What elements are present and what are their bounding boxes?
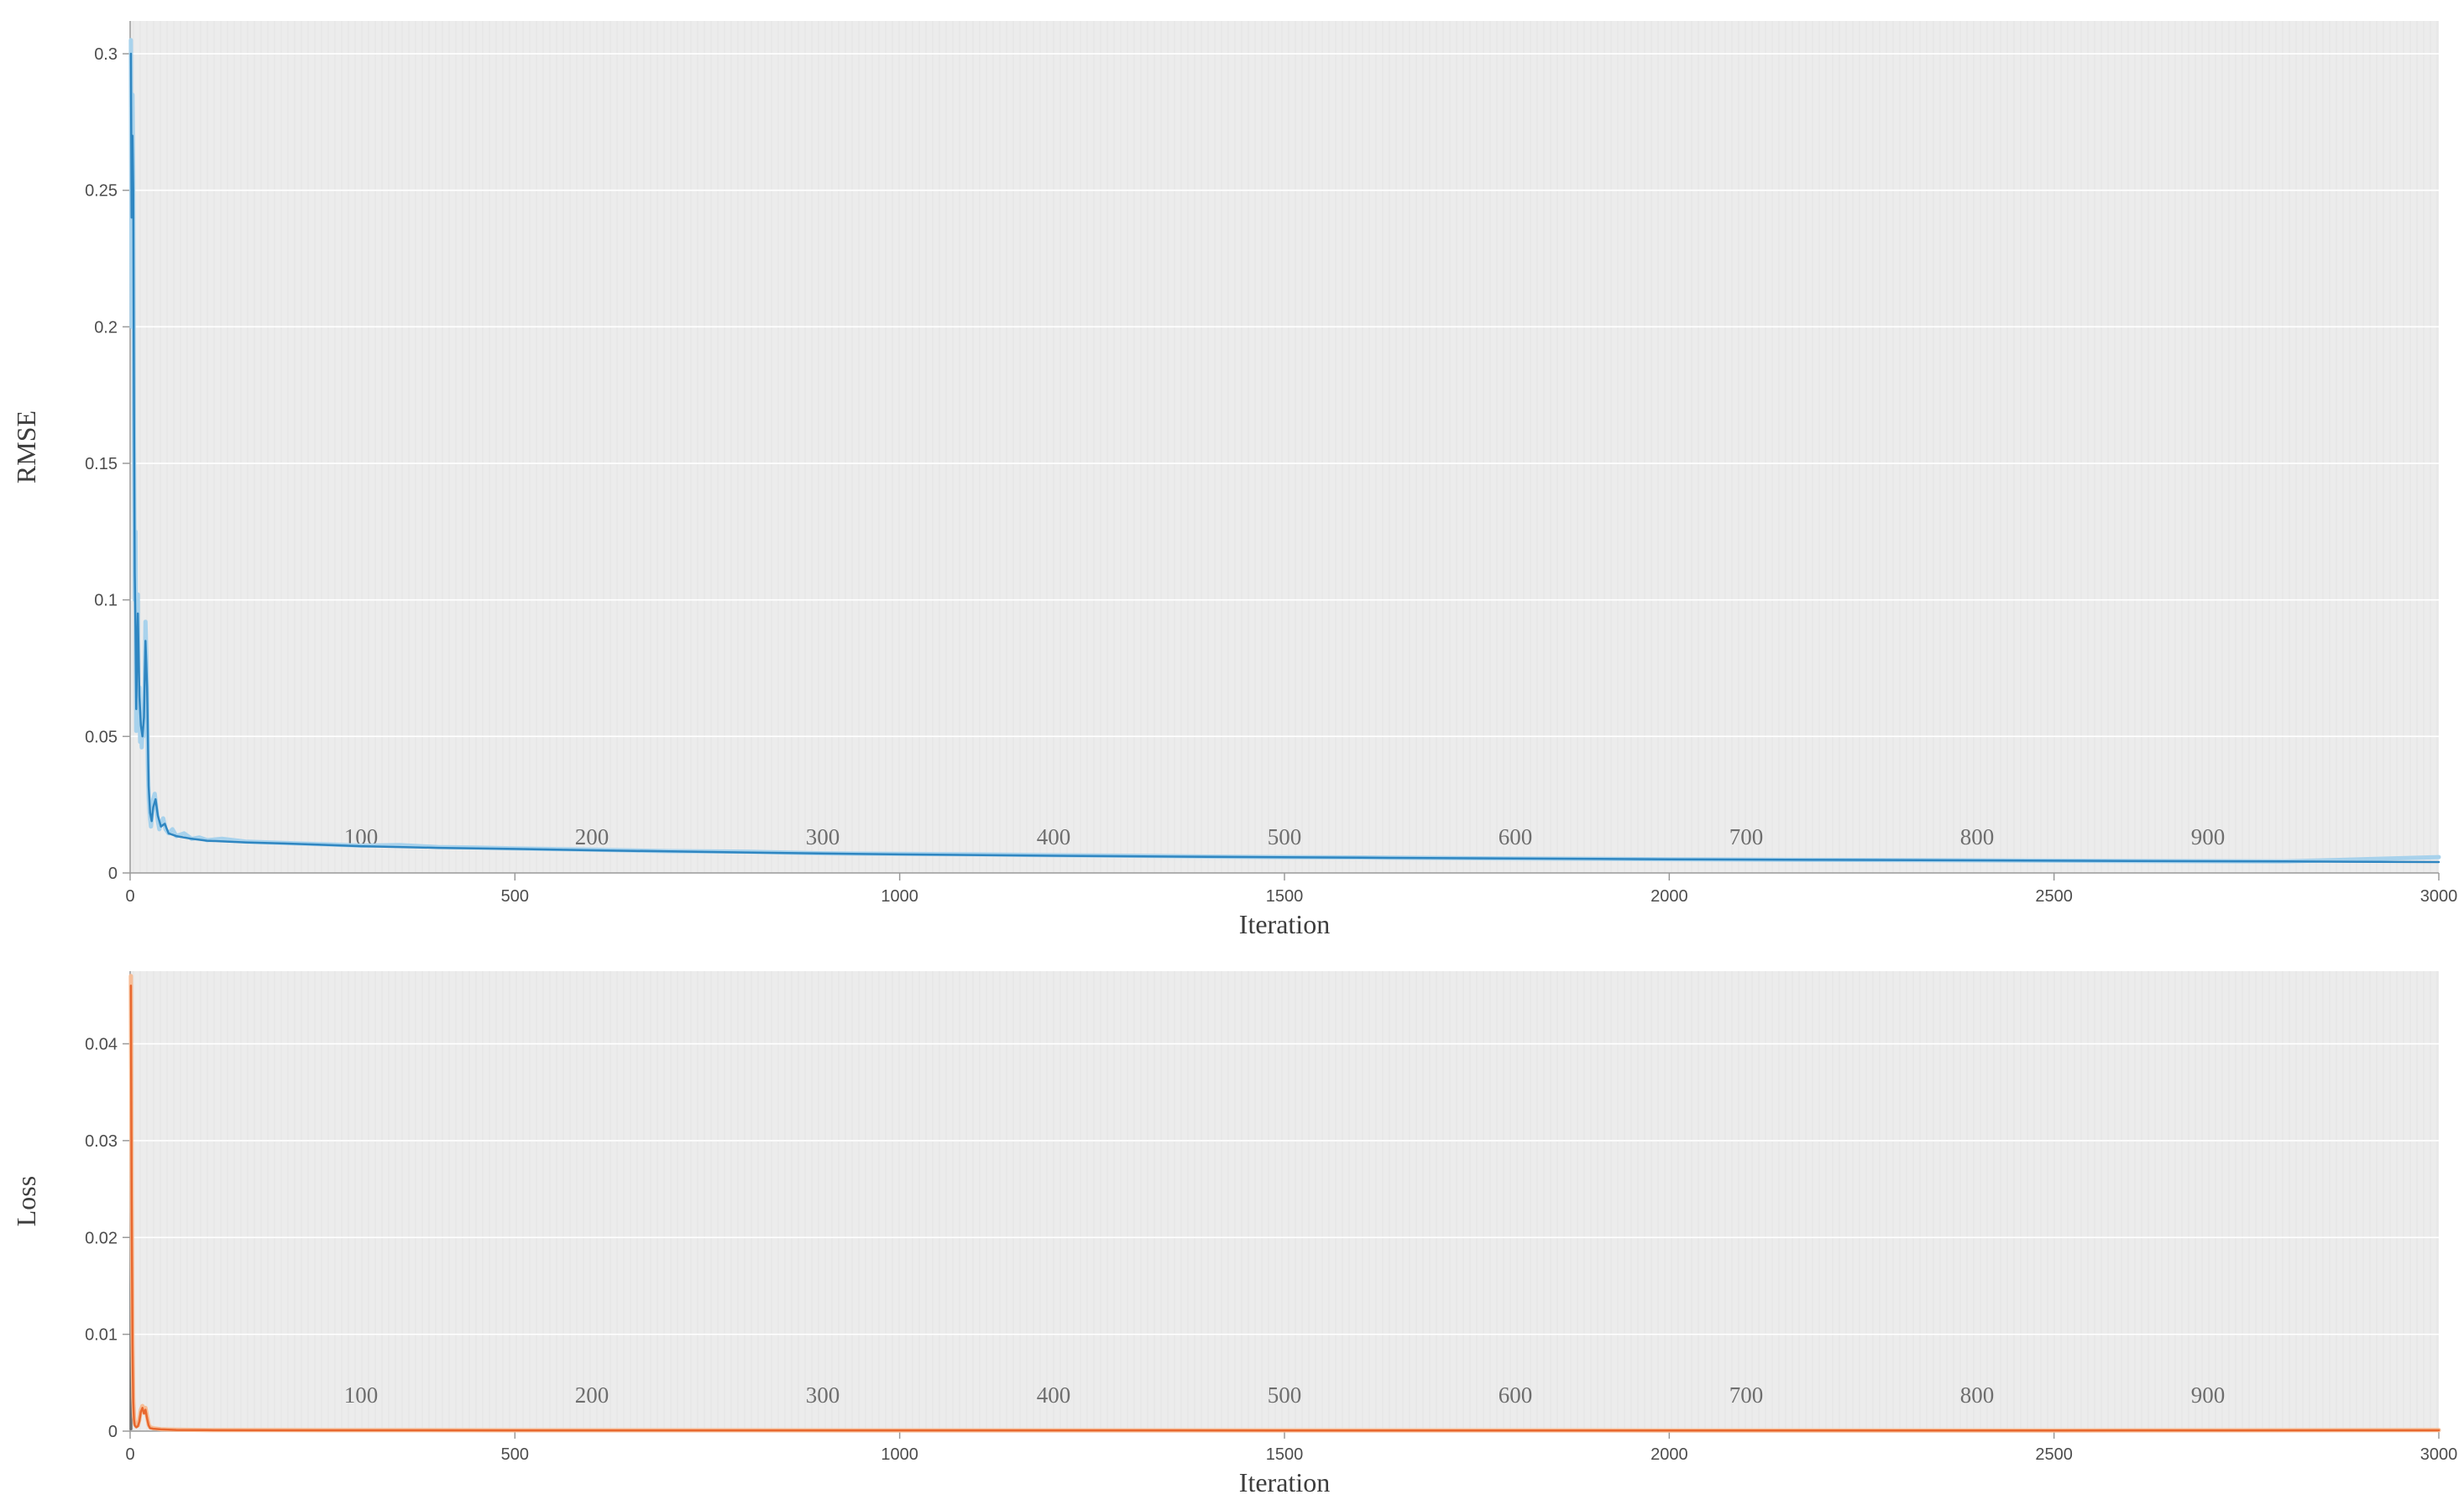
x-tick-label: 500 bbox=[501, 1445, 529, 1464]
x-tick-label: 3000 bbox=[2420, 1445, 2458, 1464]
y-tick-label: 0.2 bbox=[94, 318, 118, 337]
loss-smoothed-line bbox=[129, 985, 2440, 1432]
epoch-label: 600 bbox=[1499, 824, 1533, 849]
x-tick-label: 2500 bbox=[2035, 1445, 2073, 1464]
epoch-label: 200 bbox=[575, 824, 609, 849]
epoch-label: 400 bbox=[1037, 824, 1071, 849]
x-tick-label: 500 bbox=[501, 887, 529, 906]
epoch-label: 400 bbox=[1037, 1382, 1071, 1408]
y-tick-label: 0.02 bbox=[85, 1229, 118, 1247]
epoch-label: 900 bbox=[2191, 1382, 2226, 1408]
x-tick-label: 1500 bbox=[1266, 887, 1304, 906]
loss-chart: 0 0.01 0.02 0.03 0.04 0 500 1000 1500 2000 2500 300… bbox=[0, 961, 2464, 1505]
epoch-label: 600 bbox=[1499, 1382, 1533, 1408]
y-tick-label: 0 bbox=[108, 865, 118, 883]
x-tick-label: 1500 bbox=[1266, 1445, 1304, 1464]
x-tick-label: 3000 bbox=[2420, 887, 2458, 906]
x-tick-label: 1000 bbox=[881, 1445, 918, 1464]
epoch-label: 700 bbox=[1729, 1382, 1764, 1408]
x-tick-label: 2000 bbox=[1651, 887, 1688, 906]
y-tick-label: 0.1 bbox=[94, 592, 118, 610]
y-tick-label: 0 bbox=[108, 1423, 118, 1441]
epoch-label: 700 bbox=[1729, 824, 1764, 849]
x-tick-label: 0 bbox=[125, 1445, 134, 1464]
y-axis-label: Loss bbox=[11, 1176, 41, 1226]
y-axis-label: RMSE bbox=[11, 410, 41, 483]
rmse-chart: 0 0.05 0.1 0.15 0.2 0.25 0.3 0 500 1000 1500 2000 25… bbox=[11, 21, 2458, 939]
epoch-label: 300 bbox=[806, 824, 840, 849]
x-tick-label: 1000 bbox=[881, 887, 918, 906]
x-tick-label: 2500 bbox=[2035, 887, 2073, 906]
rmse-plot: 0 0.05 0.1 0.15 0.2 0.25 0.3 0 500 1000 1500 2000 25… bbox=[11, 21, 2458, 939]
epoch-label: 900 bbox=[2191, 824, 2226, 849]
y-tick-label: 0.04 bbox=[85, 1036, 118, 1054]
epoch-label: 100 bbox=[344, 1382, 379, 1408]
y-tick-label: 0.25 bbox=[85, 182, 118, 201]
y-tick-label: 0.05 bbox=[85, 728, 118, 746]
y-tick-label: 0.01 bbox=[85, 1326, 118, 1345]
x-axis-label: Iteration bbox=[1239, 1467, 1330, 1497]
y-tick-label: 0.15 bbox=[85, 455, 118, 473]
x-tick-label: 2000 bbox=[1651, 1445, 1688, 1464]
epoch-label: 500 bbox=[1268, 1382, 1302, 1408]
epoch-label: 800 bbox=[1960, 1382, 1995, 1408]
x-tick-label: 0 bbox=[125, 887, 134, 906]
x-axis-label: Iteration bbox=[1239, 909, 1330, 939]
epoch-label: 300 bbox=[806, 1382, 840, 1408]
epoch-label: 500 bbox=[1268, 824, 1302, 849]
epoch-label: 800 bbox=[1960, 824, 1995, 849]
loss-plot: 0 0.01 0.02 0.03 0.04 0 500 1000 1500 2000 2500 300… bbox=[11, 971, 2458, 1497]
rmse-smoothed-line bbox=[129, 52, 2440, 864]
epoch-label: 200 bbox=[575, 1382, 609, 1408]
y-tick-label: 0.3 bbox=[94, 45, 118, 64]
y-tick-label: 0.03 bbox=[85, 1132, 118, 1151]
